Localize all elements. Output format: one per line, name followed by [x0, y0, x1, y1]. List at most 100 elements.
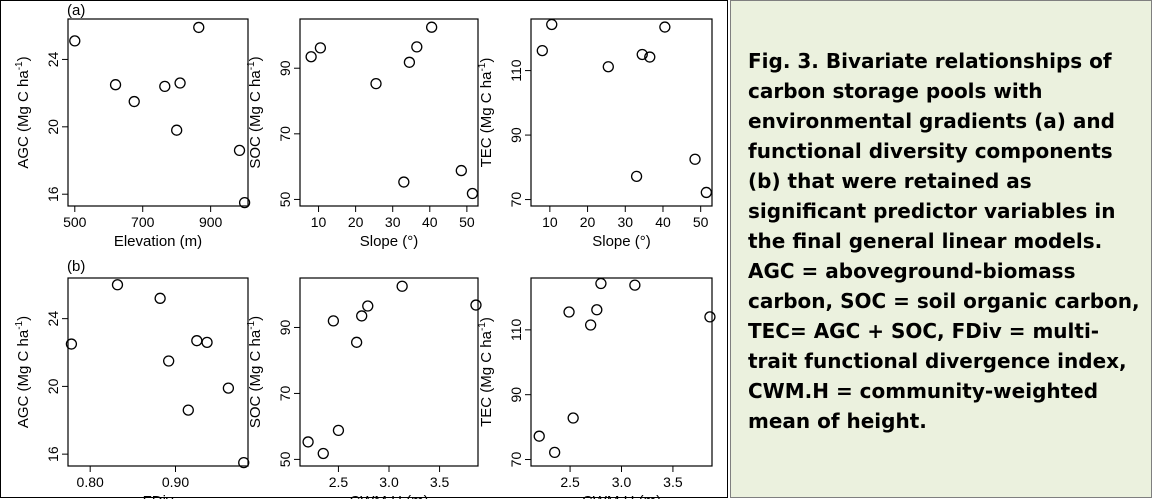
data-point	[411, 41, 423, 53]
data-point	[629, 279, 641, 291]
y-axis-label: AGC (Mg C ha-1)	[14, 56, 32, 168]
y-axis-label-close: )	[478, 317, 495, 322]
data-point	[182, 404, 194, 416]
x-tick-label: 40	[422, 214, 438, 230]
x-tick-label: 2.5	[560, 474, 580, 490]
data-point	[302, 436, 314, 448]
chart-4: 0.80 0.90 16 20 24 FDiv AGC (Mg C ha-1)	[14, 277, 250, 499]
y-tick-label: 90	[508, 127, 524, 143]
chart-5: 2.5 3.0 3.5 50 70 90 CWM.H (m) SOC (Mg C ha-1)	[246, 277, 482, 499]
x-tick-label: 2.5	[329, 474, 349, 490]
y-tick-label: 70	[508, 452, 524, 468]
x-axis-label: Slope (°)	[592, 233, 651, 250]
x-tick-label: 700	[131, 214, 155, 230]
plot-frame	[530, 18, 713, 207]
x-tick-label: 3.0	[379, 474, 399, 490]
chart-2: 10 20 30 40 50 50 70 90 Slope (°) SOC (Mg C ha-1)	[246, 18, 479, 250]
y-axis-label-main: TEC (Mg C ha	[478, 330, 495, 427]
chart-1: 500 700 900 16 20 24 Elevation (m) AGC (Mg C ha…	[14, 18, 251, 250]
x-tick-label: 3.0	[612, 474, 632, 490]
x-axis-label: Slope (°)	[360, 233, 419, 250]
y-axis-label-exponent: -1	[477, 322, 488, 331]
data-point	[350, 336, 363, 348]
y-axis-label: TEC (Mg C ha-1)	[477, 317, 495, 427]
y-tick-label: 24	[45, 51, 61, 67]
x-axis-label: CWM.H (m)	[582, 493, 661, 499]
y-tick-label: 16	[45, 186, 61, 202]
data-point	[584, 319, 597, 331]
data-point	[659, 21, 671, 33]
x-tick-label: 50	[693, 214, 709, 230]
y-axis-label-close: )	[15, 316, 32, 321]
x-tick-label: 40	[655, 214, 671, 230]
y-tick-label: 90	[277, 60, 293, 76]
y-tick-label: 50	[277, 191, 293, 207]
y-axis-label: SOC (Mg C ha-1)	[246, 316, 264, 428]
data-point	[591, 304, 603, 316]
data-point	[159, 80, 171, 93]
plot-frame	[530, 277, 713, 467]
data-point	[305, 51, 317, 63]
data-point	[314, 42, 327, 54]
data-point	[636, 48, 648, 61]
y-tick-label: 90	[277, 319, 293, 335]
y-tick-label: 50	[277, 451, 293, 467]
y-axis-label-main: TEC (Mg C ha	[478, 71, 495, 168]
data-point	[327, 315, 340, 327]
data-point	[630, 170, 643, 182]
x-tick-label: 50	[459, 214, 475, 230]
x-tick-label: 10	[542, 214, 558, 230]
data-point	[174, 77, 186, 89]
chart-3: 10 20 30 40 50 70 90 110 Slope (°) TEC (Mg C ha-1…	[477, 18, 713, 250]
plot-frame	[299, 277, 479, 467]
data-point	[163, 355, 175, 367]
y-tick-label: 70	[508, 192, 524, 208]
y-axis-label-main: AGC (Mg C ha	[15, 70, 32, 169]
data-point	[238, 196, 251, 209]
figure-caption: Fig. 3. Bivariate relationships of carbo…	[748, 49, 1140, 433]
x-tick-label: 20	[348, 214, 364, 230]
x-tick-label: 900	[199, 214, 223, 230]
y-axis-label-close: )	[15, 56, 32, 61]
data-point	[470, 299, 482, 311]
x-tick-label: 0.80	[77, 474, 104, 490]
panel-label-a: (a)	[67, 2, 85, 19]
data-point	[425, 21, 438, 33]
plot-frame	[67, 277, 249, 467]
x-tick-label: 3.5	[430, 474, 450, 490]
data-point	[317, 447, 329, 460]
y-axis-label-exponent: -1	[14, 61, 25, 70]
chart-6: 2.5 3.0 3.5 70 90 110 CWM.H (m) TEC (Mg C ha-1)	[477, 277, 716, 499]
data-point	[233, 144, 246, 157]
figure-caption-box: Fig. 3. Bivariate relationships of carbo…	[730, 0, 1152, 498]
y-axis-label-exponent: -1	[246, 61, 257, 70]
data-point	[370, 77, 382, 90]
y-axis-label-close: )	[247, 56, 264, 61]
data-point	[536, 44, 548, 57]
data-point	[602, 61, 614, 73]
y-axis-label-close: )	[247, 316, 264, 321]
y-axis-label-main: SOC (Mg C ha	[247, 329, 264, 428]
data-point	[398, 176, 410, 188]
data-point	[567, 412, 579, 424]
data-point	[201, 336, 213, 349]
data-point	[403, 56, 416, 68]
plot-frame	[299, 18, 479, 207]
data-point	[595, 277, 607, 290]
x-tick-label: 30	[617, 214, 633, 230]
y-tick-label: 70	[277, 385, 293, 401]
data-point	[154, 292, 166, 304]
data-point	[546, 18, 558, 31]
y-tick-label: 20	[45, 378, 61, 394]
x-axis-label: FDiv	[143, 493, 174, 499]
x-axis-label: Elevation (m)	[114, 233, 202, 250]
data-point	[356, 310, 368, 322]
data-point	[109, 79, 122, 91]
y-axis-label-main: AGC (Mg C ha	[15, 329, 32, 428]
data-point	[193, 21, 205, 34]
x-axis-label: CWM.H (m)	[349, 493, 428, 499]
y-axis-label-main: SOC (Mg C ha	[247, 70, 264, 169]
y-tick-label: 24	[45, 311, 61, 327]
figure-panel: (a) (b) 500 700 900 16 20 24 Elevation (m) AGC …	[0, 0, 728, 499]
data-point	[171, 124, 183, 136]
